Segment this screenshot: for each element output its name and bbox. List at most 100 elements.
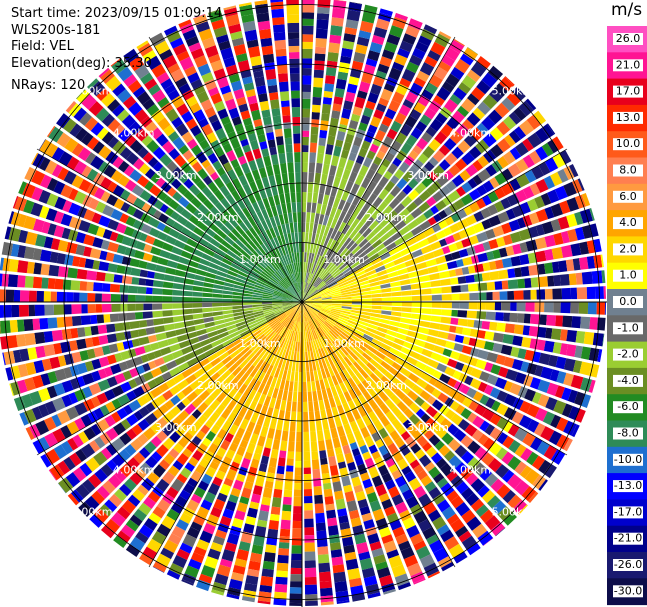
velocity-gate bbox=[216, 428, 227, 440]
velocity-gate bbox=[427, 329, 439, 337]
velocity-gate bbox=[379, 415, 391, 427]
velocity-gate bbox=[243, 397, 253, 409]
velocity-gate bbox=[249, 253, 260, 262]
velocity-gate bbox=[138, 320, 148, 328]
velocity-gate bbox=[219, 85, 232, 95]
velocity-gate bbox=[516, 173, 530, 188]
velocity-gate bbox=[317, 313, 327, 321]
velocity-gate bbox=[189, 232, 201, 242]
velocity-gate bbox=[177, 437, 189, 448]
velocity-gate bbox=[498, 366, 509, 378]
velocity-gate bbox=[209, 238, 221, 248]
velocity-gate bbox=[444, 450, 456, 462]
velocity-gate bbox=[371, 34, 385, 46]
velocity-gate bbox=[469, 235, 479, 245]
velocity-gate bbox=[416, 378, 428, 389]
velocity-gate bbox=[378, 391, 389, 403]
velocity-gate bbox=[258, 188, 267, 200]
velocity-gate bbox=[544, 157, 559, 173]
velocity-gate bbox=[406, 330, 418, 338]
velocity-gate bbox=[255, 178, 264, 190]
velocity-gate bbox=[189, 379, 201, 391]
velocity-gate bbox=[546, 314, 557, 326]
velocity-gate bbox=[441, 286, 452, 294]
velocity-gate bbox=[375, 561, 389, 571]
velocity-gate bbox=[381, 297, 392, 302]
velocity-gate bbox=[323, 378, 330, 389]
velocity-gate bbox=[193, 514, 206, 526]
velocity-gate bbox=[162, 303, 173, 310]
velocity-gate bbox=[223, 122, 235, 135]
velocity-gate bbox=[311, 202, 317, 213]
velocity-gate bbox=[313, 370, 319, 381]
velocity-gate bbox=[275, 311, 285, 317]
velocity-gate bbox=[354, 174, 365, 186]
velocity-gate bbox=[186, 499, 200, 512]
velocity-gate bbox=[93, 187, 106, 200]
velocity-gate bbox=[23, 408, 37, 424]
velocity-gate bbox=[17, 213, 27, 228]
velocity-gate bbox=[110, 293, 121, 302]
velocity-gate bbox=[417, 268, 429, 276]
velocity-gate bbox=[367, 273, 378, 280]
velocity-gate bbox=[248, 389, 257, 401]
velocity-gate bbox=[477, 329, 486, 339]
velocity-gate bbox=[263, 310, 274, 315]
velocity-gate bbox=[400, 123, 413, 137]
velocity-gate bbox=[321, 297, 332, 300]
velocity-gate bbox=[293, 262, 297, 273]
velocity-gate bbox=[445, 73, 460, 88]
velocity-gate bbox=[209, 335, 220, 343]
velocity-gate bbox=[304, 503, 313, 511]
velocity-gate bbox=[332, 103, 342, 112]
velocity-gate bbox=[126, 428, 138, 440]
velocity-gate bbox=[139, 189, 152, 202]
velocity-gate bbox=[191, 409, 202, 420]
velocity-gate bbox=[170, 478, 185, 492]
velocity-gate bbox=[222, 294, 233, 299]
velocity-gate bbox=[528, 264, 539, 276]
velocity-gate bbox=[382, 338, 394, 347]
velocity-gate bbox=[572, 258, 581, 271]
velocity-gate bbox=[330, 25, 343, 37]
velocity-gate bbox=[387, 163, 399, 175]
velocity-gate bbox=[60, 184, 73, 198]
velocity-gate bbox=[215, 248, 227, 257]
velocity-gate bbox=[505, 369, 518, 382]
velocity-gate bbox=[318, 440, 326, 452]
velocity-gate bbox=[411, 295, 422, 301]
velocity-gate bbox=[533, 422, 546, 437]
velocity-gate bbox=[101, 345, 111, 356]
velocity-gate bbox=[201, 473, 213, 485]
velocity-gate bbox=[332, 437, 341, 449]
velocity-gate bbox=[292, 116, 301, 126]
velocity-gate bbox=[538, 479, 548, 491]
velocity-gate bbox=[371, 257, 382, 265]
velocity-gate bbox=[22, 182, 36, 199]
velocity-gate bbox=[238, 541, 251, 552]
velocity-gate bbox=[333, 571, 347, 583]
velocity-gate bbox=[346, 274, 357, 282]
velocity-gate bbox=[270, 449, 279, 459]
velocity-gate bbox=[179, 542, 193, 554]
velocity-gate bbox=[207, 442, 219, 455]
velocity-gate bbox=[275, 271, 283, 280]
velocity-gate bbox=[202, 312, 214, 318]
velocity-gate bbox=[146, 319, 154, 327]
velocity-gate bbox=[371, 338, 383, 347]
velocity-gate bbox=[128, 101, 143, 116]
velocity-gate bbox=[203, 522, 216, 535]
velocity-gate bbox=[33, 360, 45, 374]
velocity-gate bbox=[232, 366, 242, 377]
velocity-gate bbox=[415, 120, 428, 133]
velocity-gate bbox=[61, 380, 74, 393]
velocity-gate bbox=[456, 259, 464, 268]
velocity-gate bbox=[29, 390, 42, 406]
velocity-gate bbox=[252, 148, 262, 160]
velocity-gate bbox=[454, 58, 471, 74]
velocity-gate bbox=[143, 518, 158, 531]
velocity-gate bbox=[391, 469, 403, 480]
velocity-gate bbox=[213, 233, 224, 244]
velocity-gate bbox=[195, 191, 208, 204]
velocity-gate bbox=[312, 264, 318, 275]
